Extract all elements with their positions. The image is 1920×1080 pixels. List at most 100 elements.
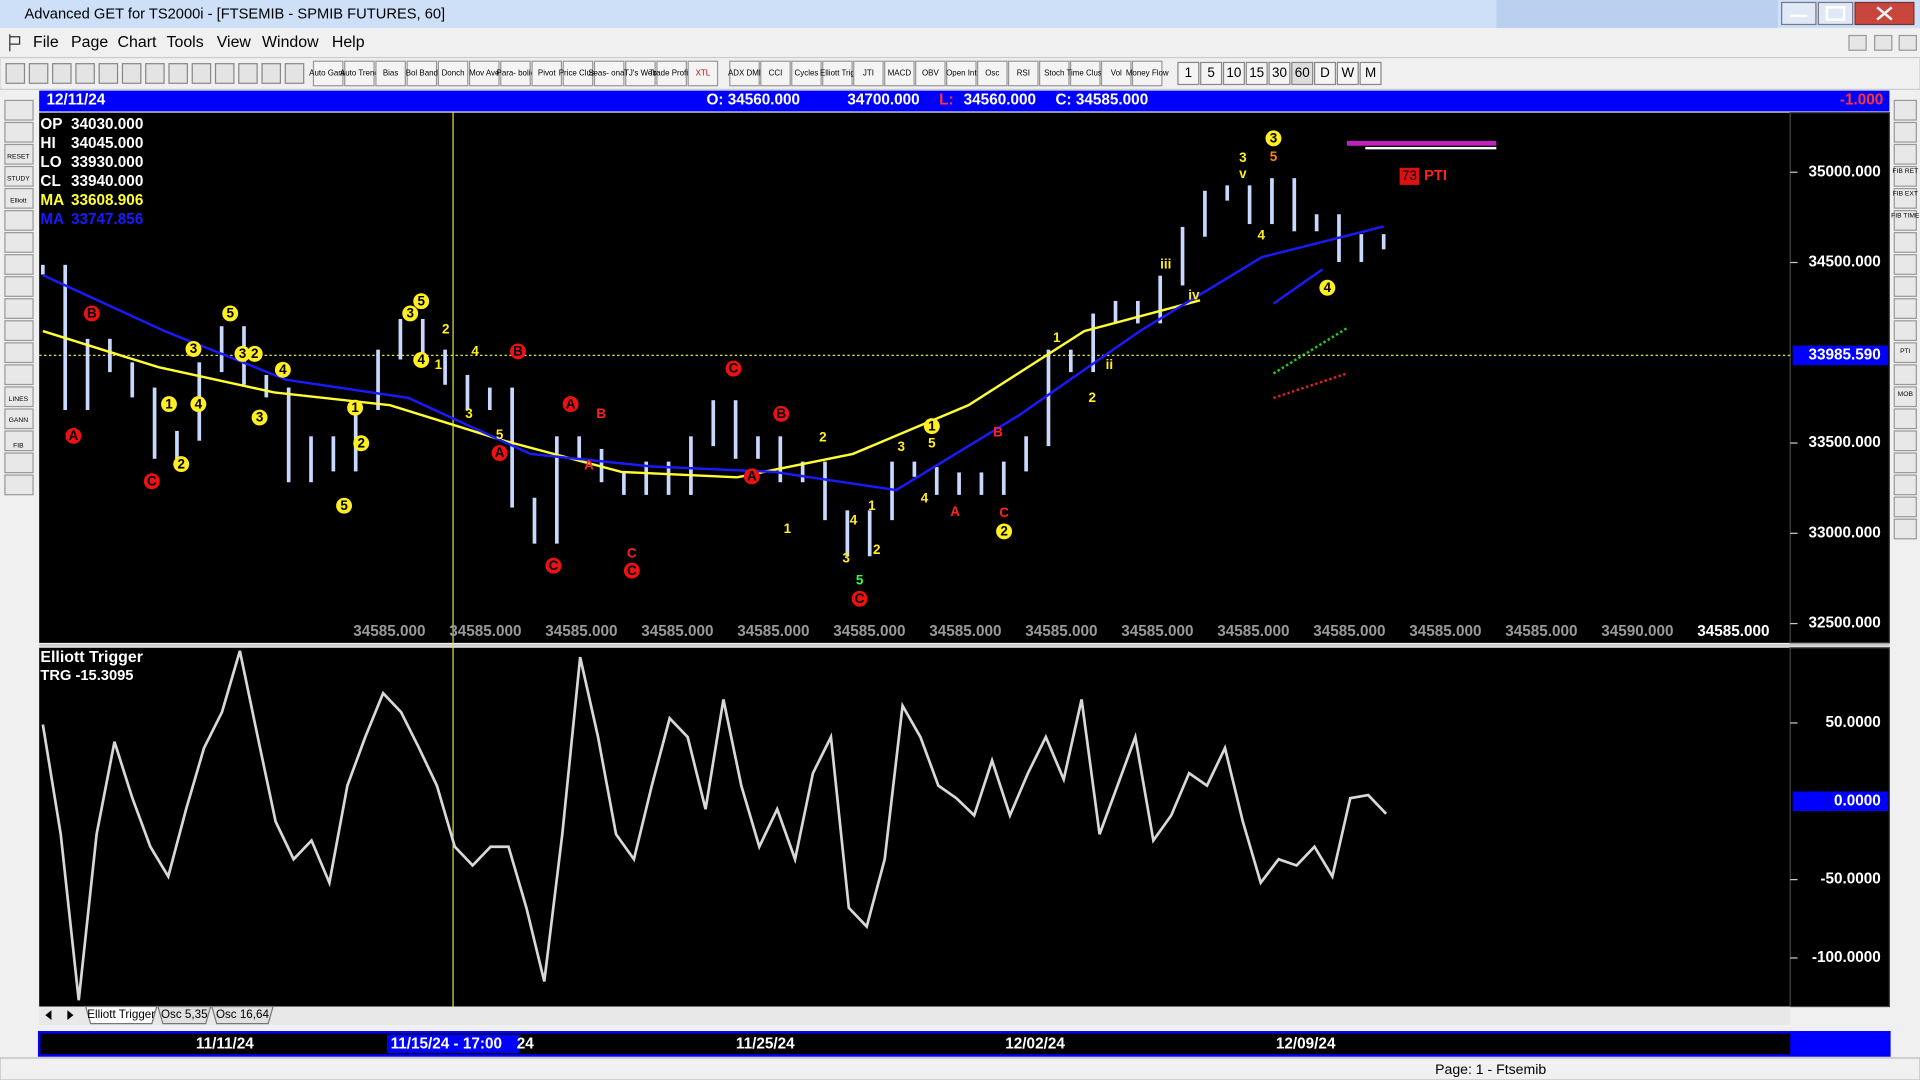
mdi-control[interactable] [1898, 34, 1917, 51]
left-tool[interactable] [4, 364, 34, 386]
right-tool[interactable] [1893, 364, 1917, 386]
left-tool[interactable] [4, 430, 34, 452]
tool-button[interactable] [946, 60, 977, 87]
right-tool[interactable] [1893, 298, 1917, 319]
timeframe-button[interactable] [1200, 61, 1223, 86]
tool-icon[interactable] [168, 63, 188, 84]
right-tool[interactable] [1893, 386, 1917, 408]
tool-button[interactable] [1038, 60, 1070, 87]
left-tool[interactable] [4, 99, 34, 121]
tool-button[interactable] [822, 60, 853, 87]
maximize-button[interactable] [1817, 1, 1854, 26]
left-tool[interactable] [4, 165, 34, 187]
wave-marker [743, 468, 760, 485]
right-tool[interactable] [1893, 496, 1917, 518]
tool-icon[interactable] [284, 63, 305, 84]
left-tool[interactable] [4, 408, 34, 430]
right-tool[interactable] [1893, 254, 1917, 275]
right-tool[interactable] [1893, 342, 1917, 364]
left-tool[interactable] [4, 298, 34, 319]
timeframe-button[interactable] [1313, 61, 1337, 86]
tool-icon[interactable] [28, 63, 49, 84]
right-tool[interactable] [1893, 232, 1917, 253]
wave-label: 5 [928, 435, 936, 450]
right-tool[interactable] [1893, 99, 1917, 121]
tool-icon[interactable] [121, 63, 142, 84]
tool-button[interactable] [729, 60, 760, 87]
tool-button[interactable] [977, 60, 1008, 87]
right-tool[interactable] [1893, 430, 1917, 452]
tool-button[interactable] [312, 60, 344, 87]
left-tool[interactable] [4, 386, 34, 408]
timeframe-button[interactable] [1245, 61, 1268, 86]
tool-button[interactable] [915, 60, 946, 87]
left-tool[interactable] [4, 452, 34, 474]
wave-label: 4 [279, 362, 287, 377]
right-tool[interactable] [1893, 165, 1917, 187]
tool-button[interactable] [593, 60, 625, 87]
left-tool[interactable] [4, 187, 34, 209]
tool-button[interactable] [1100, 60, 1132, 87]
tab[interactable] [157, 1005, 212, 1025]
tool-button[interactable] [791, 60, 822, 87]
left-tool[interactable] [4, 121, 34, 143]
tab-arrows[interactable] [45, 1010, 74, 1020]
tool-icon[interactable] [238, 63, 258, 84]
minimize-button[interactable] [1781, 1, 1817, 26]
tab[interactable] [211, 1005, 274, 1025]
tool-button[interactable] [406, 60, 438, 87]
tool-button[interactable] [437, 60, 469, 87]
left-tool[interactable] [4, 143, 34, 165]
timeframe-button[interactable] [1222, 61, 1245, 86]
tool-icon[interactable] [52, 63, 72, 84]
timeframe-button[interactable] [1359, 61, 1382, 86]
tool-button[interactable] [531, 60, 563, 87]
tool-button[interactable] [760, 60, 791, 87]
right-tool[interactable] [1893, 143, 1917, 165]
tool-icon[interactable] [5, 63, 26, 84]
left-tool[interactable] [4, 320, 34, 342]
right-tool[interactable] [1893, 210, 1917, 231]
mdi-control[interactable] [1848, 34, 1867, 51]
tool-icon[interactable] [214, 63, 235, 84]
right-tool[interactable] [1893, 320, 1917, 342]
tool-icon[interactable] [261, 63, 282, 84]
mdi-control[interactable] [1874, 34, 1893, 51]
right-tool[interactable] [1893, 187, 1917, 209]
right-tool[interactable] [1893, 121, 1917, 143]
tool-button[interactable] [1069, 60, 1101, 87]
tab[interactable] [84, 1005, 158, 1025]
tool-button[interactable] [375, 60, 406, 87]
right-tool[interactable] [1893, 408, 1917, 430]
tool-button[interactable] [500, 60, 531, 87]
timeframe-button[interactable] [1268, 61, 1291, 86]
tool-button[interactable] [1131, 60, 1163, 87]
tool-button[interactable] [656, 60, 687, 87]
tool-button[interactable] [853, 60, 884, 87]
timeframe-button[interactable] [1336, 61, 1359, 86]
wave-label: iv [1188, 287, 1200, 302]
left-tool[interactable] [4, 276, 34, 297]
tool-icon[interactable] [75, 63, 95, 84]
timeframe-button[interactable] [1291, 61, 1314, 86]
right-tool[interactable] [1893, 518, 1917, 540]
left-tool[interactable] [4, 474, 34, 496]
timeframe-button[interactable] [1177, 61, 1200, 86]
left-tool[interactable] [4, 210, 34, 231]
tool-icon[interactable] [145, 63, 165, 84]
tool-button[interactable] [562, 60, 594, 87]
tool-button[interactable] [687, 60, 719, 87]
tool-button[interactable] [344, 60, 375, 87]
tool-button[interactable] [1008, 60, 1039, 87]
tool-icon[interactable] [191, 63, 212, 84]
tool-button[interactable] [884, 60, 915, 87]
tool-button[interactable] [468, 60, 500, 87]
right-tool[interactable] [1893, 474, 1917, 496]
tool-button[interactable] [625, 60, 656, 87]
right-tool[interactable] [1893, 276, 1917, 297]
left-tool[interactable] [4, 232, 34, 253]
left-tool[interactable] [4, 254, 34, 275]
tool-icon[interactable] [98, 63, 119, 84]
right-tool[interactable] [1893, 452, 1917, 474]
left-tool[interactable] [4, 342, 34, 364]
